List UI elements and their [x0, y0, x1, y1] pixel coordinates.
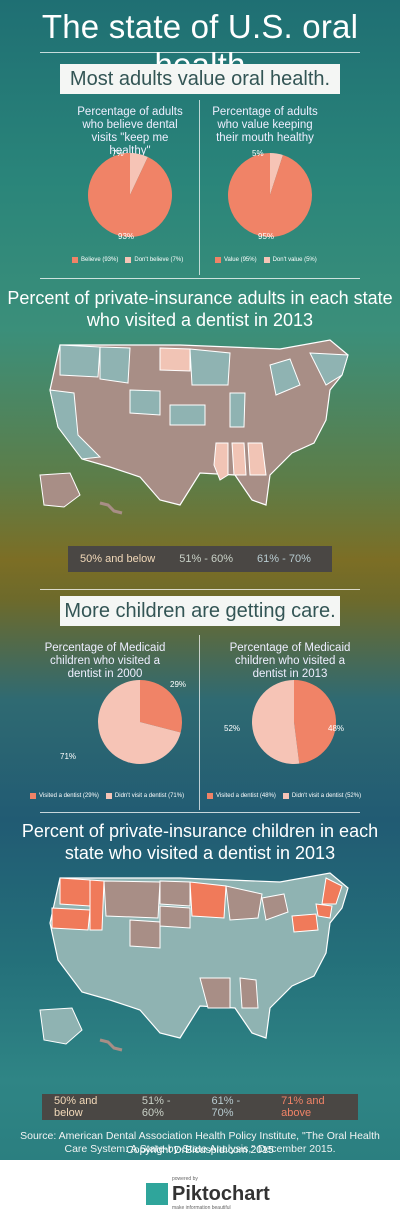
pie-slices — [88, 153, 172, 237]
source-text: Source: American Dental Association Heal… — [20, 1130, 380, 1155]
legend-swatch — [30, 793, 36, 799]
legend-swatch — [207, 793, 213, 799]
divider — [40, 812, 360, 813]
pie3-title: Percentage of Medicaid children who visi… — [44, 642, 166, 680]
key-item: 61% - 70% — [211, 1095, 241, 1119]
pie4-title: Percentage of Medicaid children who visi… — [229, 642, 351, 680]
divider-vertical — [199, 635, 200, 810]
legend-item: Value (95%) — [224, 257, 257, 263]
legend-swatch — [263, 257, 270, 263]
key-item: 71% and above — [281, 1095, 325, 1119]
pie1-label-large: 93% — [118, 232, 135, 241]
legend-swatch — [282, 793, 289, 799]
pie3-legend: Visited a dentist (29%) Didn't visit a d… — [30, 793, 184, 799]
legend-swatch — [105, 793, 112, 799]
legend-item: Visited a dentist (29%) — [39, 793, 99, 799]
key-item: 50% and below — [80, 553, 156, 565]
pie2-label-large: 95% — [258, 232, 275, 241]
pie4-label-large: 52% — [224, 724, 241, 733]
children-map-key: 50% and below 51% - 60% 61% - 70% 71% an… — [42, 1094, 358, 1120]
pie-slice-1 — [270, 153, 283, 195]
legend-item: Didn't visit a dentist (52%) — [291, 793, 362, 799]
pie-slices — [252, 680, 337, 764]
footer — [0, 1160, 400, 1227]
pie4-legend: Visited a dentist (48%) Didn't visit a d… — [207, 793, 361, 799]
legend-swatch — [125, 257, 132, 263]
key-item: 50% and below — [54, 1095, 98, 1119]
pie2-legend: Value (95%) Don't value (5%) — [215, 257, 317, 263]
divider-vertical — [199, 100, 200, 275]
pie3-label-small: 29% — [170, 680, 187, 689]
pie-chart-adults-believe — [88, 153, 172, 237]
divider — [40, 52, 360, 53]
legend-item: Don't believe (7%) — [134, 257, 184, 263]
us-map-adults — [39, 339, 349, 515]
pie-chart-children-2013 — [252, 680, 337, 764]
key-item: 61% - 70% — [257, 553, 311, 565]
piktochart-tagline: make information beautiful — [172, 1205, 231, 1211]
key-item: 51% - 60% — [141, 1095, 171, 1119]
pie4-label-small: 48% — [328, 724, 345, 733]
legend-swatch — [72, 257, 78, 263]
legend-item: Don't value (5%) — [272, 257, 317, 263]
pie-slice-0 — [88, 153, 172, 237]
pie1-label-small: 7% — [112, 149, 124, 158]
pie-slice-0 — [294, 680, 337, 764]
pie-chart-adults-value — [228, 153, 312, 237]
adults-map-key: 50% and below 51% - 60% 61% - 70% — [68, 546, 332, 572]
pie-slice-1 — [98, 680, 181, 764]
powered-by: powered by — [172, 1176, 198, 1182]
pie-slices — [98, 680, 182, 764]
divider — [40, 589, 360, 590]
pie-slices — [228, 153, 312, 237]
pie-chart-children-2000 — [98, 680, 182, 764]
legend-item: Didn't visit a dentist (71%) — [114, 793, 185, 799]
adults-banner: Most adults value oral health. — [60, 64, 340, 94]
us-map-children — [39, 872, 349, 1052]
pie1-legend: Believe (93%) Don't believe (7%) — [72, 257, 183, 263]
key-item: 51% - 60% — [179, 553, 234, 565]
pie3-label-large: 71% — [60, 752, 77, 761]
legend-item: Visited a dentist (48%) — [216, 793, 276, 799]
pie2-title: Percentage of adults who value keeping t… — [212, 106, 318, 144]
adults-map-title: Percent of private-insurance adults in e… — [7, 288, 393, 330]
legend-swatch — [215, 257, 221, 263]
copyright-text: Copyright DrBicuspid.com 2015 — [126, 1144, 274, 1156]
pie-slice-0 — [228, 153, 312, 237]
children-banner: More children are getting care. — [60, 596, 340, 626]
pie2-label-small: 5% — [252, 149, 264, 158]
piktochart-brand[interactable]: Piktochart — [172, 1183, 270, 1205]
legend-item: Believe (93%) — [81, 257, 119, 263]
pie-slice-1 — [252, 680, 300, 764]
piktochart-logo-icon — [146, 1183, 168, 1205]
pie-slice-0 — [140, 680, 182, 733]
pie-slice-1 — [130, 153, 148, 195]
pie1-title: Percentage of adults who believe dental … — [77, 106, 183, 157]
divider — [40, 278, 360, 279]
children-map-title: Percent of private-insurance children in… — [21, 821, 379, 863]
